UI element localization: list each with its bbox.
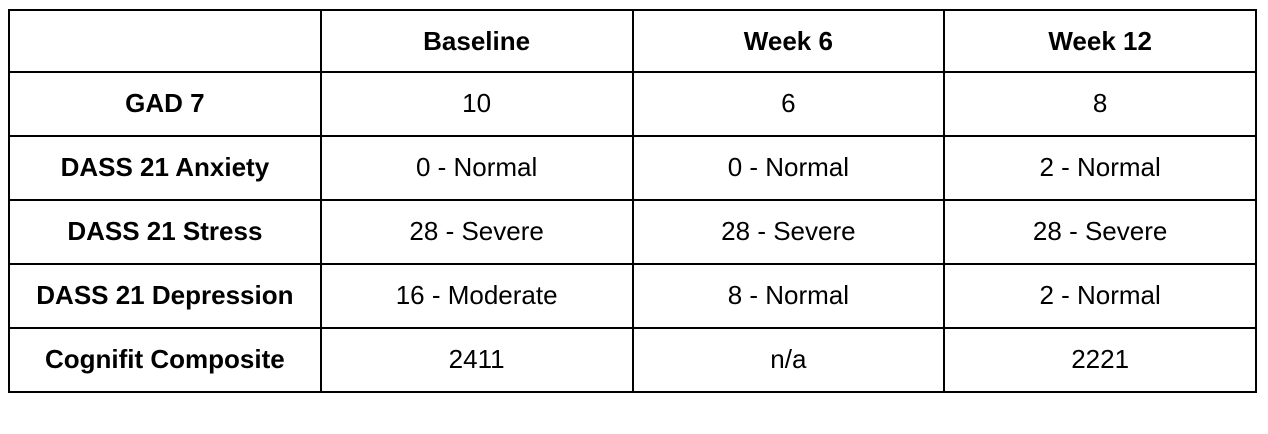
table-row: Cognifit Composite 2411 n/a 2221 [8, 327, 1257, 393]
cell: 28 - Severe [319, 199, 634, 265]
table-row: DASS 21 Anxiety 0 - Normal 0 - Normal 2 - N… [8, 135, 1257, 201]
cell: 10 [319, 71, 634, 137]
row-label: DASS 21 Depression [36, 280, 294, 310]
header-row: Baseline Week 6 Week 12 [8, 9, 1257, 73]
row-label: GAD 7 [125, 88, 205, 118]
row-label-cell: DASS 21 Anxiety [8, 135, 322, 201]
cell: 28 - Severe [943, 199, 1257, 265]
row-label-cell: GAD 7 [8, 71, 322, 137]
cell: n/a [631, 327, 946, 393]
row-label-cell: DASS 21 Depression [8, 263, 322, 329]
cell: 2221 [943, 327, 1257, 393]
corner-cell [8, 9, 322, 73]
results-table: Baseline Week 6 Week 12 GAD 7 10 6 8 DASS 21 An… [8, 9, 1257, 393]
row-label: DASS 21 Anxiety [60, 152, 270, 182]
cell: 2 - Normal [943, 135, 1257, 201]
cell: 2 - Normal [943, 263, 1257, 329]
table-body: Baseline Week 6 Week 12 GAD 7 10 6 8 DASS 21 An… [8, 9, 1257, 393]
row-label: DASS 21 Stress [67, 216, 263, 246]
table-row: GAD 7 10 6 8 [8, 71, 1257, 137]
table-row: DASS 21 Depression 16 - Moderate 8 - Norma… [8, 263, 1257, 329]
cell: 8 - Normal [631, 263, 946, 329]
column-header: Week 12 [943, 9, 1257, 73]
row-label-cell: Cognifit Composite [8, 327, 322, 393]
cell: 6 [631, 71, 946, 137]
column-header: Baseline [319, 9, 634, 73]
table-row: DASS 21 Stress 28 - Severe 28 - Severe 28 -… [8, 199, 1257, 265]
cell: 28 - Severe [631, 199, 946, 265]
cell: 2411 [319, 327, 634, 393]
column-header: Week 6 [631, 9, 946, 73]
cell: 8 [943, 71, 1257, 137]
cell: 16 - Moderate [319, 263, 634, 329]
row-label-cell: DASS 21 Stress [8, 199, 322, 265]
row-label: Cognifit Composite [44, 344, 285, 374]
cell: 0 - Normal [319, 135, 634, 201]
cell: 0 - Normal [631, 135, 946, 201]
